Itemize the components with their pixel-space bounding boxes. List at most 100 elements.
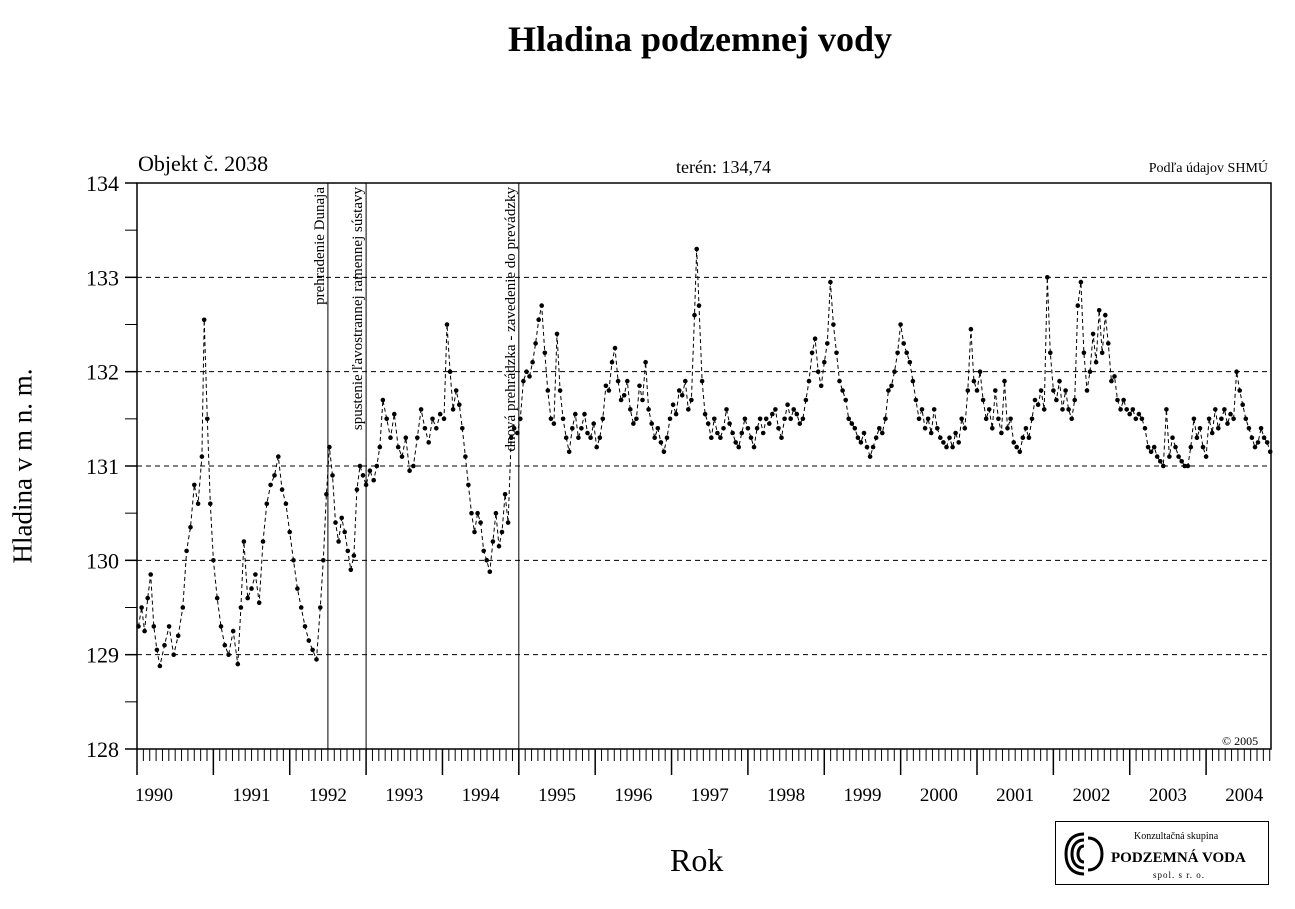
y-tick-label-132: 132 bbox=[86, 360, 119, 385]
data-point bbox=[145, 595, 150, 601]
data-point bbox=[188, 525, 193, 530]
data-point bbox=[345, 548, 351, 554]
y-tick-label-134: 134 bbox=[86, 171, 119, 196]
data-point bbox=[521, 378, 526, 384]
data-point bbox=[256, 600, 262, 606]
data-point bbox=[493, 510, 499, 516]
data-point bbox=[330, 473, 335, 478]
data-point bbox=[661, 449, 667, 455]
event-label-1: prehradenie Dunaja bbox=[312, 187, 328, 305]
data-point bbox=[855, 435, 861, 441]
data-point bbox=[990, 426, 995, 431]
data-point bbox=[849, 421, 855, 426]
data-point bbox=[828, 279, 833, 285]
data-point bbox=[628, 407, 633, 412]
data-point bbox=[502, 492, 508, 497]
data-point bbox=[460, 426, 465, 431]
data-point bbox=[736, 444, 741, 450]
data-point bbox=[840, 388, 845, 393]
data-point bbox=[1118, 407, 1123, 412]
data-point bbox=[1209, 430, 1215, 436]
data-point bbox=[1023, 426, 1029, 431]
data-point bbox=[667, 416, 673, 422]
logo-line-2: PODZEMNÁ VODA bbox=[1111, 850, 1246, 866]
data-point bbox=[1099, 350, 1105, 356]
data-point bbox=[1041, 407, 1047, 412]
data-point bbox=[686, 407, 691, 412]
data-point bbox=[980, 397, 986, 403]
data-point bbox=[1219, 416, 1224, 422]
data-point bbox=[791, 407, 796, 412]
data-point bbox=[606, 388, 612, 393]
data-point bbox=[1060, 407, 1065, 412]
data-point bbox=[384, 416, 390, 422]
data-point bbox=[705, 421, 711, 426]
data-point bbox=[560, 416, 566, 422]
data-point bbox=[898, 322, 903, 327]
data-point bbox=[1148, 449, 1154, 455]
data-point bbox=[935, 426, 940, 431]
data-point bbox=[699, 378, 705, 384]
data-point bbox=[1158, 459, 1163, 464]
data-point bbox=[889, 383, 894, 389]
data-point bbox=[1112, 374, 1117, 379]
event-label-3: dnová prehrádzka - zavedenie do prevádzk… bbox=[503, 187, 519, 452]
x-tick-label-1997: 1997 bbox=[691, 785, 729, 806]
data-point bbox=[870, 444, 876, 450]
data-point bbox=[763, 416, 769, 422]
data-point bbox=[175, 633, 181, 639]
data-point bbox=[487, 569, 493, 574]
data-point bbox=[466, 482, 471, 488]
data-point bbox=[1200, 444, 1206, 450]
data-point bbox=[1078, 279, 1084, 285]
data-point bbox=[1054, 397, 1059, 403]
series-line bbox=[138, 248, 1271, 667]
data-point bbox=[515, 430, 520, 436]
data-point bbox=[806, 378, 812, 384]
data-point bbox=[1151, 444, 1157, 450]
data-point bbox=[1261, 435, 1267, 441]
data-point bbox=[640, 397, 645, 403]
data-point bbox=[536, 317, 541, 323]
x-tick-label-2004: 2004 bbox=[1225, 785, 1264, 806]
data-point bbox=[377, 444, 383, 450]
data-point bbox=[1164, 407, 1169, 412]
data-point bbox=[757, 416, 763, 422]
data-point bbox=[554, 331, 560, 337]
data-point bbox=[367, 468, 373, 474]
data-point bbox=[1188, 444, 1194, 450]
data-point bbox=[1237, 388, 1242, 393]
logo-line-3: spol. s r. o. bbox=[1153, 870, 1206, 880]
data-point bbox=[621, 393, 627, 398]
data-point bbox=[351, 553, 357, 558]
terrain-label: terén: 134,74 bbox=[676, 157, 771, 177]
data-point bbox=[715, 430, 720, 436]
data-point bbox=[739, 430, 745, 436]
data-point bbox=[399, 454, 405, 459]
data-point bbox=[938, 435, 943, 441]
data-point bbox=[1179, 459, 1184, 464]
data-point bbox=[679, 393, 685, 398]
data-point bbox=[295, 586, 300, 591]
data-point bbox=[1069, 416, 1074, 422]
data-point bbox=[919, 407, 925, 412]
x-tick-label-2002: 2002 bbox=[1073, 785, 1111, 806]
data-point bbox=[1228, 411, 1233, 417]
x-axis-label: Rok bbox=[670, 842, 724, 878]
event-label-2: spustenie ľavostrannej ramennej sústavy bbox=[350, 187, 366, 431]
x-tick-label-2003: 2003 bbox=[1149, 785, 1187, 806]
data-point bbox=[880, 430, 885, 436]
data-point bbox=[673, 411, 679, 417]
data-point bbox=[142, 628, 147, 634]
data-point bbox=[380, 397, 386, 403]
data-point bbox=[1048, 350, 1053, 356]
data-point bbox=[1017, 449, 1023, 455]
data-point bbox=[430, 416, 435, 422]
data-point bbox=[324, 492, 329, 497]
data-point bbox=[457, 402, 462, 408]
data-point bbox=[1035, 402, 1041, 408]
data-point bbox=[886, 388, 891, 393]
data-point bbox=[1234, 369, 1239, 375]
data-point bbox=[1063, 388, 1068, 393]
